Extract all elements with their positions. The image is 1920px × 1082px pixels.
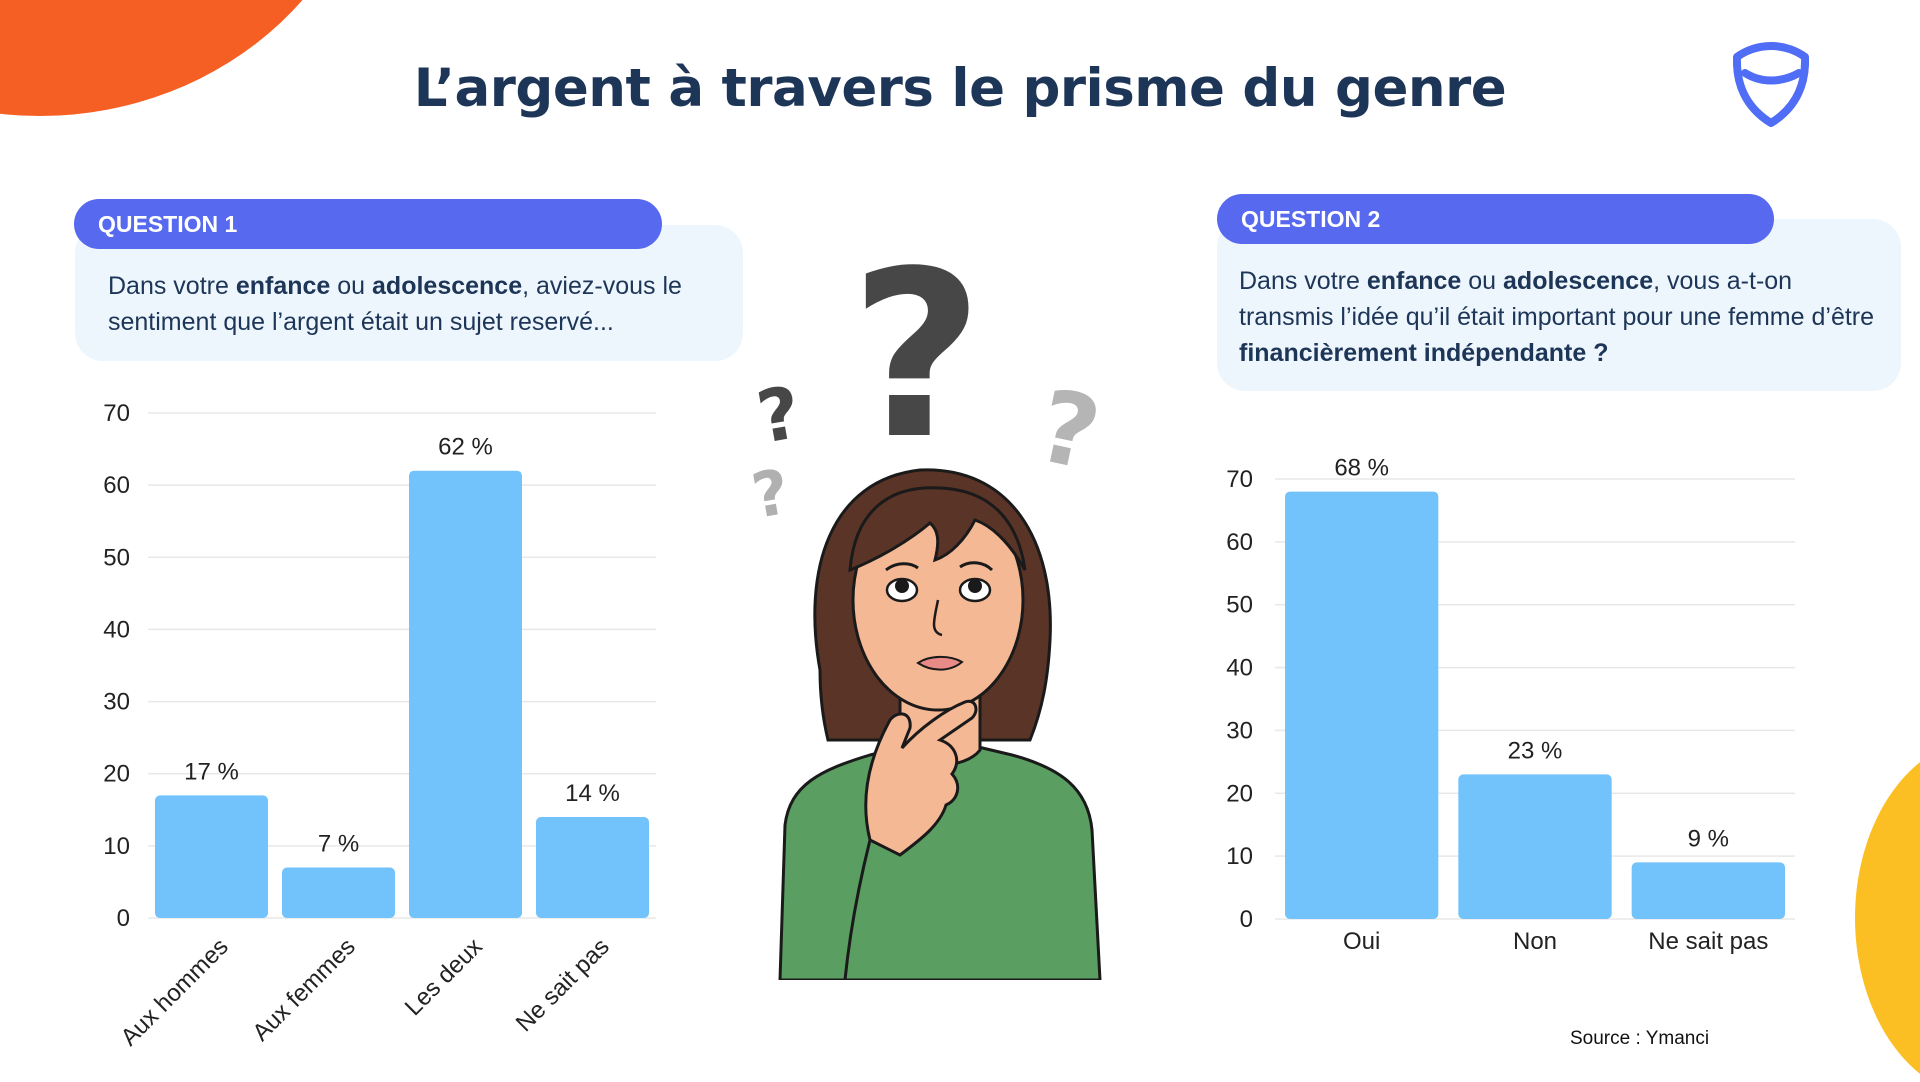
y-tick-label: 30 (103, 689, 130, 716)
question-1-bar-chart: 0 10 20 30 40 50 60 70 17 % Aux hommes 7 % Aux femm… (103, 400, 656, 1051)
question-2-card (1217, 219, 1901, 391)
question-2-label: QUESTION 2 (1217, 194, 1774, 244)
bar (1631, 862, 1785, 919)
bar (536, 817, 649, 918)
y-tick-label: 50 (103, 544, 130, 571)
question-1-text: Dans votre enfance ou adolescence, aviez… (108, 272, 682, 336)
data-label: 14 % (565, 780, 620, 807)
big-question-mark-icon: ? (850, 240, 983, 490)
y-tick-label: 60 (103, 472, 130, 499)
y-tick-label: 0 (1240, 906, 1253, 933)
bar (1458, 774, 1612, 919)
y-tick-label: 70 (103, 400, 130, 427)
x-category-label: Aux femmes (247, 933, 360, 1046)
data-label: 9 % (1688, 825, 1729, 852)
gray-question-mark-icon: ? (1028, 367, 1109, 494)
y-tick-label: 40 (1226, 655, 1253, 682)
x-category-label: Non (1513, 928, 1557, 955)
y-tick-label: 40 (103, 616, 130, 643)
data-label: 68 % (1334, 455, 1389, 482)
bar (155, 795, 268, 918)
bar (1285, 491, 1439, 919)
x-category-label: Aux hommes (116, 933, 234, 1051)
y-tick-label: 10 (1226, 843, 1253, 870)
thinking-woman-illustration: ? ? ? ? (750, 240, 1109, 980)
x-category-label: Oui (1343, 928, 1380, 955)
yellow-corner-decoration (1855, 738, 1920, 1082)
question-2-bar-chart: 0 10 20 30 40 50 60 70 68 % Oui 23 % Non 9 % Ne sait … (1226, 455, 1795, 955)
y-tick-label: 30 (1226, 717, 1253, 744)
x-category-label: Les deux (400, 933, 488, 1021)
source-note: Source : Ymanci (1570, 1028, 1710, 1049)
y-tick-label: 10 (103, 833, 130, 860)
data-label: 23 % (1508, 737, 1563, 764)
bar (282, 867, 395, 918)
x-category-label: Ne sait pas (511, 933, 615, 1037)
y-tick-label: 50 (1226, 592, 1253, 619)
y-tick-label: 0 (117, 905, 130, 932)
x-category-label: Ne sait pas (1648, 928, 1768, 955)
data-label: 62 % (438, 434, 493, 461)
question-2-text: Dans votre enfance ou adolescence, vous … (1239, 267, 1875, 367)
small-question-mark-icon: ? (751, 370, 807, 460)
shield-icon (1733, 42, 1809, 127)
data-label: 17 % (184, 758, 239, 785)
gray-question-mark-icon: ? (750, 455, 795, 533)
y-tick-label: 60 (1226, 529, 1253, 556)
question-1-label: QUESTION 1 (74, 199, 662, 249)
y-tick-label: 70 (1226, 466, 1253, 493)
bar (409, 470, 522, 918)
y-tick-label: 20 (103, 761, 130, 788)
page-title: L’argent à travers le prisme du genre (413, 58, 1507, 119)
data-label: 7 % (318, 831, 359, 858)
y-tick-label: 20 (1226, 780, 1253, 807)
